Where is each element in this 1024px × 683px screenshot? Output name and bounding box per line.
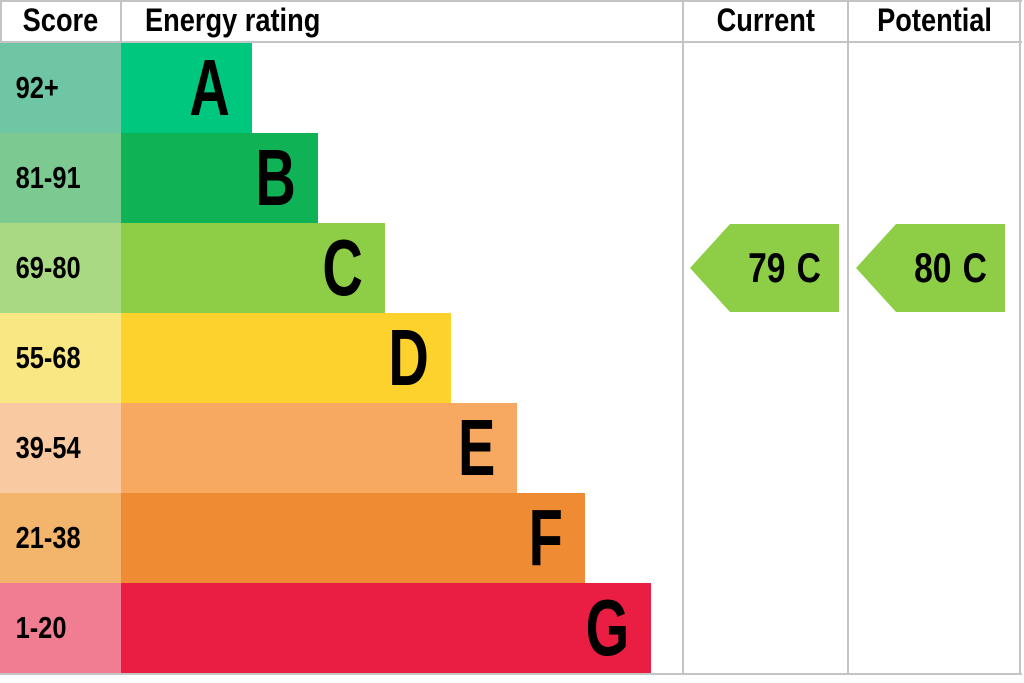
column-header-potential: Potential <box>848 0 1022 43</box>
band-row-d: 55-68 D <box>0 313 1022 403</box>
rating-letter: A <box>189 43 230 132</box>
energy-bands: 92+ A 81-91 B 69-80 C 55-68 <box>0 43 1022 673</box>
rating-letter: E <box>457 403 495 492</box>
score-range-label: 69-80 <box>15 250 81 285</box>
grid-line-bottom <box>0 673 1022 675</box>
column-header-current-label: Current <box>716 2 815 38</box>
potential-rating-band: C <box>962 244 987 291</box>
header-row: Score Energy rating Current Potential <box>0 0 1022 43</box>
rating-letter: G <box>585 583 629 672</box>
rating-bar-g: G <box>121 583 651 673</box>
score-range-cell-d: 55-68 <box>0 313 121 403</box>
column-header-energy-rating: Energy rating <box>121 0 683 43</box>
grid-line-top <box>0 0 1022 2</box>
current-rating-band: C <box>796 244 821 291</box>
band-row-c: 69-80 C <box>0 223 1022 313</box>
rating-letter: C <box>322 223 363 312</box>
current-rating-text: 79 C <box>748 244 821 292</box>
score-range-label: 81-91 <box>15 160 81 195</box>
column-header-energy-rating-label: Energy rating <box>145 2 321 38</box>
grid-line-score-divider <box>120 0 122 43</box>
band-row-e: 39-54 E <box>0 403 1022 493</box>
score-range-cell-b: 81-91 <box>0 133 121 223</box>
column-header-potential-label: Potential <box>877 2 993 38</box>
rating-bar-e: E <box>121 403 517 493</box>
rating-letter: F <box>528 493 563 582</box>
potential-rating-arrow: 80 C <box>856 224 1005 312</box>
grid-line-right <box>1019 0 1021 675</box>
current-rating-value: 79 <box>748 244 786 291</box>
potential-rating-arrow-body: 80 C <box>896 224 1005 312</box>
rating-bar-c: C <box>121 223 385 313</box>
potential-rating-text: 80 C <box>914 244 987 292</box>
score-range-label: 1-20 <box>15 610 67 645</box>
score-range-label: 55-68 <box>15 340 81 375</box>
rating-bar-f: F <box>121 493 585 583</box>
column-header-score: Score <box>0 0 121 43</box>
score-range-cell-c: 69-80 <box>0 223 121 313</box>
rating-bar-b: B <box>121 133 318 223</box>
band-row-g: 1-20 G <box>0 583 1022 673</box>
grid-line-header-left <box>0 0 2 43</box>
rating-letter: D <box>388 313 429 402</box>
score-range-cell-g: 1-20 <box>0 583 121 673</box>
score-range-cell-f: 21-38 <box>0 493 121 583</box>
rating-bar-a: A <box>121 43 252 133</box>
grid-line-potential-divider <box>847 0 849 675</box>
band-row-b: 81-91 B <box>0 133 1022 223</box>
score-range-cell-e: 39-54 <box>0 403 121 493</box>
band-row-a: 92+ A <box>0 43 1022 133</box>
rating-bar-d: D <box>121 313 451 403</box>
column-header-current: Current <box>683 0 848 43</box>
score-range-cell-a: 92+ <box>0 43 121 133</box>
potential-rating-value: 80 <box>914 244 952 291</box>
current-rating-arrow: 79 C <box>690 224 839 312</box>
grid-line-current-divider <box>682 0 684 675</box>
arrow-point-left-icon <box>856 224 896 312</box>
band-row-f: 21-38 F <box>0 493 1022 583</box>
arrow-point-left-icon <box>690 224 730 312</box>
score-range-label: 39-54 <box>15 430 81 465</box>
score-range-label: 92+ <box>15 70 59 105</box>
column-header-score-label: Score <box>22 2 99 38</box>
grid-line-header-bottom <box>0 41 1022 43</box>
current-rating-arrow-body: 79 C <box>730 224 839 312</box>
rating-letter: B <box>255 133 296 222</box>
score-range-label: 21-38 <box>15 520 81 555</box>
